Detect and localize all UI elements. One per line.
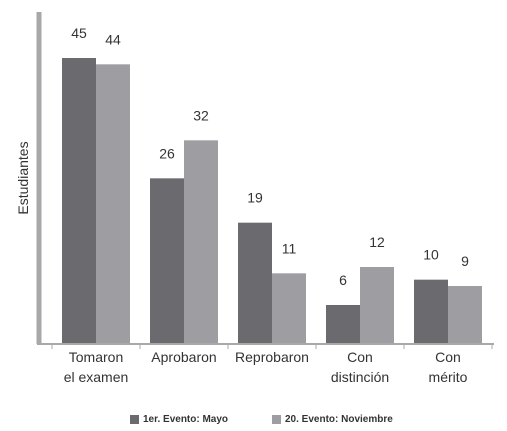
legend-swatch-series-2 [272, 415, 281, 424]
legend-label-series-2: 20. Evento: Noviembre [285, 414, 393, 425]
axes [36, 12, 494, 349]
category-labels: Tomaron el examen Aprobaron Reprobaron Con di… [64, 349, 468, 385]
value-label: 44 [105, 31, 121, 47]
value-labels: 45 44 26 32 19 11 6 12 10 9 [71, 25, 469, 288]
bar-series-1 [150, 178, 184, 343]
category-label: Con [435, 349, 461, 365]
value-label: 45 [71, 25, 87, 41]
value-label: 32 [193, 107, 209, 123]
bar-series-1 [238, 222, 272, 343]
legend-swatch-series-1 [130, 415, 139, 424]
legend-item-series-2: 20. Evento: Noviembre [272, 414, 393, 425]
value-label: 6 [339, 272, 347, 288]
value-label: 11 [282, 240, 297, 256]
bar-series-2 [272, 273, 306, 343]
legend: 1er. Evento: Mayo 20. Evento: Noviembre [0, 414, 507, 430]
category-label: Tomaron [69, 349, 123, 365]
category-label: mérito [429, 369, 468, 385]
bar-series-1 [414, 279, 448, 343]
value-label: 10 [423, 247, 439, 263]
value-label: 19 [247, 190, 263, 206]
category-label: Reprobaron [235, 349, 309, 365]
legend-item-series-1: 1er. Evento: Mayo [130, 414, 228, 425]
category-label: distinción [331, 369, 389, 385]
bar-series-2 [360, 267, 394, 343]
value-label: 26 [159, 145, 175, 161]
value-label: 9 [461, 253, 469, 269]
bar-series-1 [326, 305, 360, 343]
bar-series-2 [448, 286, 482, 343]
category-label: el examen [64, 369, 129, 385]
bars [62, 58, 482, 343]
bar-series-1 [62, 58, 96, 343]
bar-series-2 [96, 64, 130, 343]
bar-series-2 [184, 140, 218, 343]
y-axis-label: Estudiantes [15, 141, 31, 214]
value-label: 12 [369, 234, 385, 250]
legend-label-series-1: 1er. Evento: Mayo [143, 414, 229, 425]
category-label: Con [347, 349, 373, 365]
category-label: Aprobaron [151, 349, 216, 365]
